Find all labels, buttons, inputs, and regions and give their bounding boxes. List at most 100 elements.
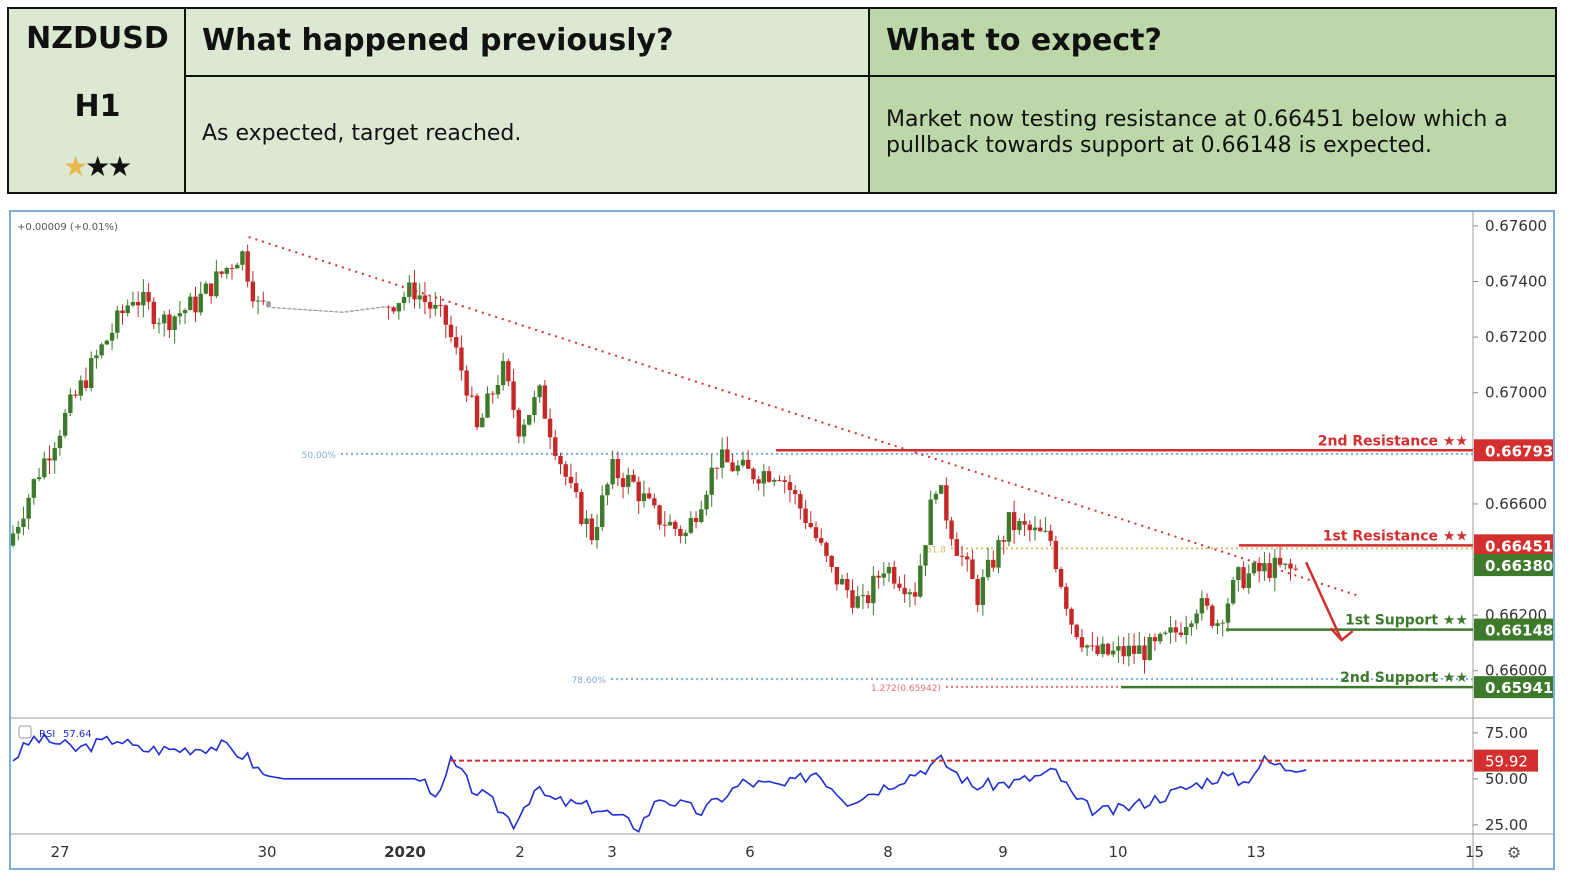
candle-body <box>912 592 918 597</box>
candle-body <box>923 545 928 566</box>
expect-body-cell: Market now testing resistance at 0.66451… <box>870 77 1555 192</box>
candle-body <box>1210 605 1215 626</box>
candle-body <box>740 459 746 466</box>
candle-body <box>714 467 720 469</box>
x-tick-label: 2 <box>515 843 525 861</box>
candle-body <box>881 573 886 578</box>
level-value-box <box>1474 439 1554 462</box>
candle-body <box>871 575 876 604</box>
candle-body <box>297 308 302 310</box>
candle-body <box>1058 569 1064 587</box>
candle-body <box>281 307 287 309</box>
candle-body <box>1011 512 1017 531</box>
rating-stars: ★★★ <box>63 150 132 183</box>
candle-body <box>240 251 245 265</box>
candle-body <box>584 518 589 525</box>
change-label: +0.00009 (+0.01%) <box>17 222 118 233</box>
candle-body <box>1288 563 1293 569</box>
level-value-label: 0.65941 <box>1485 679 1553 697</box>
candle-body <box>928 499 933 546</box>
candle-body <box>829 555 834 567</box>
pair-cell: NZDUSD H1 ★★★ <box>9 9 186 192</box>
x-tick-label: 6 <box>745 843 755 861</box>
pair-symbol: NZDUSD <box>26 21 169 56</box>
candle-body <box>224 268 229 274</box>
candle-body <box>360 309 365 311</box>
candle-body <box>746 459 751 469</box>
candle-body <box>553 437 558 456</box>
gear-icon: ⚙ <box>1507 843 1521 862</box>
candle-body <box>1064 586 1069 609</box>
candle-body <box>448 324 454 338</box>
candle-body <box>860 595 866 597</box>
candle-body <box>271 307 276 309</box>
candle-body <box>615 459 621 479</box>
candle-body <box>177 313 183 317</box>
candle-body <box>1032 527 1038 531</box>
candle-body <box>662 524 667 526</box>
candle-body <box>349 310 355 312</box>
candle-body <box>339 311 344 313</box>
candle-body <box>600 495 605 528</box>
candle-body <box>1246 573 1251 588</box>
candle-body <box>1184 627 1189 635</box>
candle-body <box>1053 540 1059 570</box>
candle-body <box>1168 627 1173 633</box>
candle-body <box>167 314 172 330</box>
star-icon: ★ <box>107 150 132 183</box>
candle-body <box>975 579 980 605</box>
candle-body <box>532 397 537 416</box>
star-icon: ★ <box>85 150 110 183</box>
candle-body <box>292 308 297 310</box>
level-label: 2nd Resistance ★★ <box>1318 433 1468 449</box>
candle-body <box>42 458 47 478</box>
candle-body <box>386 306 391 308</box>
candle-body <box>1027 524 1032 531</box>
candle-body <box>547 418 553 438</box>
candle-body <box>1017 521 1022 531</box>
candle-body <box>1006 512 1012 542</box>
candle-body <box>287 308 292 310</box>
candle-body <box>10 533 16 546</box>
candle-body <box>782 480 787 483</box>
candle-body <box>834 566 840 585</box>
level-value-box <box>1474 618 1554 641</box>
timeframe-label: H1 <box>74 89 121 124</box>
candle-body <box>1267 563 1272 578</box>
candle-body <box>756 479 761 484</box>
candle-body <box>933 493 939 500</box>
candle-body <box>1142 645 1147 660</box>
candle-body <box>1105 643 1111 655</box>
candle-body <box>1090 645 1095 647</box>
candle-body <box>480 417 485 428</box>
candle-body <box>438 304 443 306</box>
previous-text: As expected, target reached. <box>202 121 522 146</box>
x-tick-label: 15 <box>1465 843 1484 861</box>
candle-body <box>876 575 881 578</box>
candle-body <box>1043 530 1048 532</box>
candle-body <box>375 307 381 309</box>
candle-body <box>490 393 495 395</box>
level-value-label: 0.66451 <box>1485 537 1553 555</box>
candle-body <box>980 577 986 605</box>
candle-body <box>26 497 31 519</box>
candle-body <box>109 332 115 341</box>
candle-body <box>516 409 521 437</box>
candle-body <box>146 292 151 302</box>
candle-body <box>381 306 386 308</box>
candle-body <box>354 310 360 312</box>
candle-body <box>970 559 975 580</box>
candle-body <box>261 300 266 302</box>
candle-body <box>250 281 256 302</box>
fib-label: 61.8 <box>926 545 946 555</box>
candle-body <box>897 583 902 588</box>
candle-body <box>886 566 892 574</box>
x-tick-label: 30 <box>257 843 276 861</box>
candle-body <box>865 595 871 604</box>
current-price-label: 0.66380 <box>1485 557 1553 575</box>
candle-body <box>370 307 375 309</box>
y-tick-label: 0.66600 <box>1485 495 1547 513</box>
candle-body <box>850 590 855 608</box>
candle-body <box>902 587 907 595</box>
candle-body <box>991 559 996 568</box>
